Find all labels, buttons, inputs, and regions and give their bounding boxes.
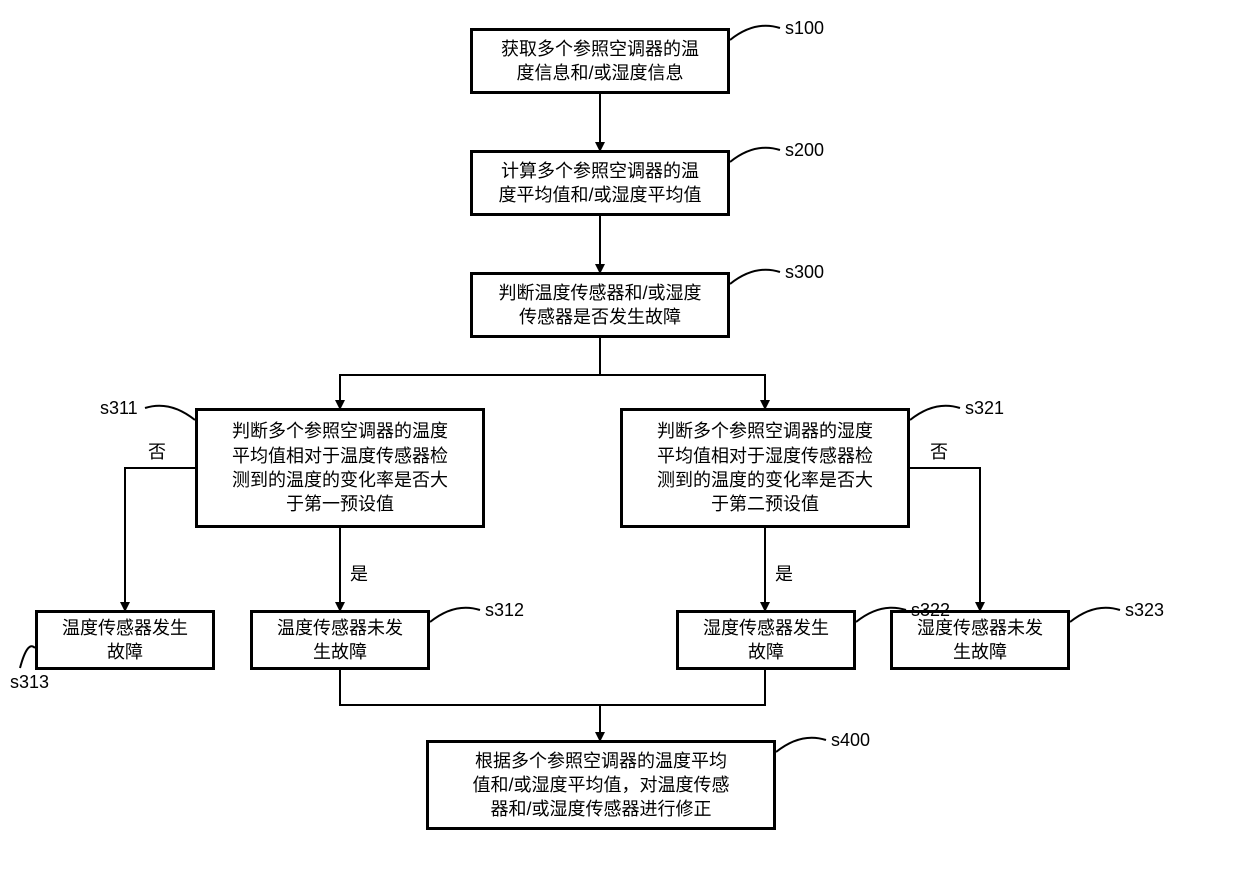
step-label-s312: s312 [485, 600, 524, 621]
node-text-s321: 判断多个参照空调器的湿度 平均值相对于湿度传感器检 测到的温度的变化率是否大 于… [657, 419, 873, 516]
step-label-s313: s313 [10, 672, 49, 693]
flowchart-canvas: 获取多个参照空调器的温 度信息和/或湿度信息计算多个参照空调器的温 度平均值和/… [0, 0, 1240, 870]
step-label-s321: s321 [965, 398, 1004, 419]
node-s300: 判断温度传感器和/或湿度 传感器是否发生故障 [470, 272, 730, 338]
step-label-s311: s311 [100, 398, 138, 419]
edge-e-311-313 [125, 468, 195, 610]
edge-e-split-left [340, 375, 600, 408]
node-s400: 根据多个参照空调器的温度平均 值和/或湿度平均值，对温度传感 器和/或湿度传感器… [426, 740, 776, 830]
leader-s200 [730, 148, 780, 162]
leader-s311 [145, 406, 195, 420]
node-s321: 判断多个参照空调器的湿度 平均值相对于湿度传感器检 测到的温度的变化率是否大 于… [620, 408, 910, 528]
step-label-s323: s323 [1125, 600, 1164, 621]
node-s311: 判断多个参照空调器的温度 平均值相对于温度传感器检 测到的温度的变化率是否大 于… [195, 408, 485, 528]
leader-s313 [20, 646, 35, 668]
branch-label-text-bl-311-yes: 是 [350, 564, 368, 584]
node-text-s313: 温度传感器发生 故障 [62, 616, 188, 665]
branch-label-text-bl-321-yes: 是 [775, 564, 793, 584]
node-s312: 温度传感器未发 生故障 [250, 610, 430, 670]
node-text-s311: 判断多个参照空调器的温度 平均值相对于温度传感器检 测到的温度的变化率是否大 于… [232, 419, 448, 516]
node-s100: 获取多个参照空调器的温 度信息和/或湿度信息 [470, 28, 730, 94]
node-s313: 温度传感器发生 故障 [35, 610, 215, 670]
node-s200: 计算多个参照空调器的温 度平均值和/或湿度平均值 [470, 150, 730, 216]
branch-label-bl-321-no: 否 [930, 438, 948, 464]
branch-label-text-bl-321-no: 否 [930, 442, 948, 462]
node-text-s400: 根据多个参照空调器的温度平均 值和/或湿度平均值，对温度传感 器和/或湿度传感器… [473, 749, 730, 822]
leader-s100 [730, 26, 780, 40]
step-label-s300: s300 [785, 262, 824, 283]
node-s322: 湿度传感器发生 故障 [676, 610, 856, 670]
leader-s400 [776, 738, 826, 752]
node-text-s300: 判断温度传感器和/或湿度 传感器是否发生故障 [499, 281, 702, 330]
leader-s323 [1070, 608, 1120, 622]
edge-e-312-join [340, 670, 600, 740]
edge-e-split-right [600, 375, 765, 408]
step-label-s322: s322 [911, 600, 950, 621]
edge-e-321-323 [910, 468, 980, 610]
leader-s312 [430, 608, 480, 622]
branch-label-bl-311-no: 否 [148, 438, 166, 464]
node-text-s100: 获取多个参照空调器的温 度信息和/或湿度信息 [501, 37, 699, 86]
step-label-s200: s200 [785, 140, 824, 161]
node-text-s322: 湿度传感器发生 故障 [703, 616, 829, 665]
leader-s321 [910, 406, 960, 420]
step-label-s100: s100 [785, 18, 824, 39]
leader-s300 [730, 270, 780, 284]
branch-label-bl-321-yes: 是 [775, 560, 793, 586]
node-text-s323: 湿度传感器未发 生故障 [917, 616, 1043, 665]
node-text-s312: 温度传感器未发 生故障 [277, 616, 403, 665]
branch-label-text-bl-311-no: 否 [148, 442, 166, 462]
node-text-s200: 计算多个参照空调器的温 度平均值和/或湿度平均值 [499, 159, 702, 208]
edge-e-322-join [600, 670, 765, 705]
branch-label-bl-311-yes: 是 [350, 560, 368, 586]
step-label-s400: s400 [831, 730, 870, 751]
